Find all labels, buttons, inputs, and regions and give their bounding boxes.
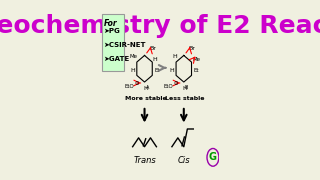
Text: G: G [209,152,217,162]
Text: Br: Br [188,46,196,51]
Text: ⊖: ⊖ [174,81,178,86]
Text: Less stable: Less stable [165,96,205,101]
Text: Me: Me [129,54,137,59]
Text: B: B [185,85,188,90]
Text: ⊖: ⊖ [134,81,139,86]
Text: Stereochemistry of E2 Reaction: Stereochemistry of E2 Reaction [0,14,320,38]
Text: H: H [172,54,177,59]
Text: ➤CSIR-NET: ➤CSIR-NET [103,42,146,48]
Text: Br: Br [149,46,156,51]
Text: A: A [146,85,149,90]
Text: EtO: EtO [163,84,173,89]
Text: Cis: Cis [178,156,190,165]
Text: For: For [103,19,117,28]
Text: H: H [170,68,174,73]
Text: ➤GATE: ➤GATE [103,56,130,62]
FancyBboxPatch shape [102,14,124,71]
Text: Et: Et [154,68,160,73]
Text: H: H [183,86,187,91]
Text: H: H [143,86,148,91]
Text: ➤PG: ➤PG [103,28,120,34]
Text: Trans: Trans [133,156,156,165]
Text: EtO: EtO [124,84,134,89]
Text: Me: Me [193,57,201,62]
Text: More stable: More stable [125,96,167,101]
Text: H: H [153,57,158,62]
Text: H: H [130,68,135,73]
Text: Et: Et [193,68,199,73]
